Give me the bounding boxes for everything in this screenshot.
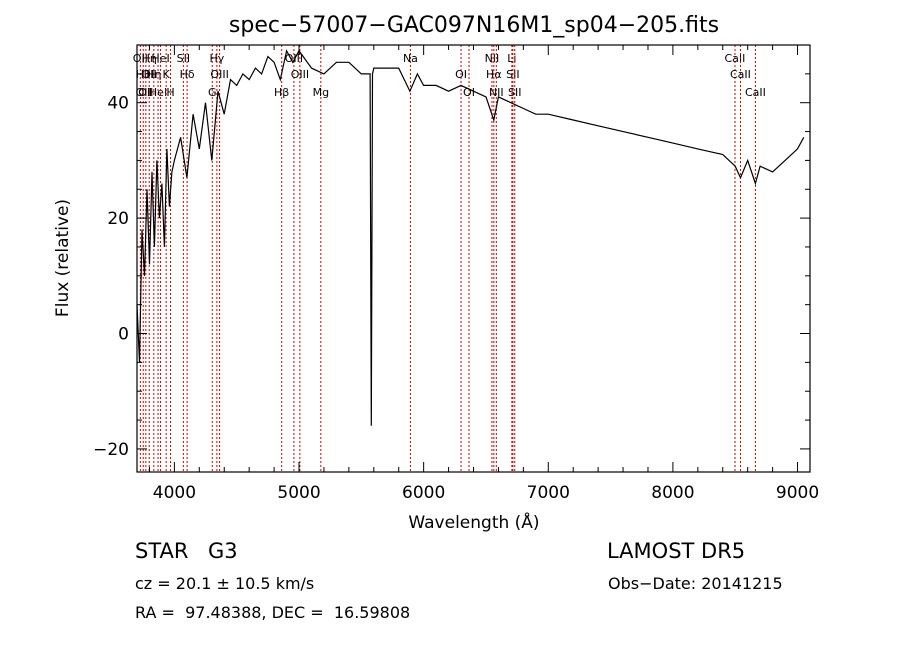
- spectral-line-label: OI: [455, 68, 467, 81]
- spectral-line-label: CaII: [725, 52, 746, 65]
- spectral-line-label: SII: [177, 52, 190, 65]
- obs-date-label: Obs−Date: 20141215: [608, 574, 783, 593]
- spectral-line-label: SII: [506, 68, 519, 81]
- spectral-line-label: Hβ: [274, 86, 289, 99]
- axes-layer: 4000 5000 6000 7000 8000 9000 −20 0 20 40: [93, 45, 819, 503]
- spectral-line-label: Li: [507, 52, 516, 65]
- spectral-line-label: Hη: [142, 52, 157, 65]
- spectral-line-label: Hα: [486, 68, 502, 81]
- chart-title: spec−57007−GAC097N16M1_sp04−205.fits: [229, 13, 719, 38]
- plot-frame: [136, 44, 811, 473]
- spectral-line-label: NII: [489, 86, 504, 99]
- spectral-line-label: HeI: [149, 86, 167, 99]
- spectral-line-label: SII: [508, 86, 521, 99]
- survey-label: LAMOST DR5: [607, 539, 746, 563]
- spectral-line-label: CaII: [730, 68, 751, 81]
- series-layer: [136, 49, 805, 426]
- y-tick-label: −20: [93, 440, 129, 460]
- x-tick-label: 9000: [776, 483, 819, 503]
- spectral-line-label: Hγ: [209, 52, 224, 65]
- x-tick-label: 4000: [153, 483, 196, 503]
- object-subclass: G3: [208, 539, 238, 563]
- y-axis-label: Flux (relative): [53, 199, 73, 317]
- y-tick-label: 20: [107, 209, 129, 229]
- spectral-line-label: H: [166, 86, 174, 99]
- spectrum-series-line: [136, 49, 805, 426]
- spectral-line-label: OII: [136, 86, 151, 99]
- spectral-line-label: NII: [485, 52, 500, 65]
- spectral-line-label: OI: [463, 86, 475, 99]
- coordinates-label: RA = 97.48388, DEC = 16.59808: [135, 603, 411, 622]
- spectral-line-label: OIII: [210, 68, 228, 81]
- spectral-line-label: Na: [403, 52, 418, 65]
- spectral-line-label: OII: [142, 68, 157, 81]
- y-tick-label: 0: [118, 325, 129, 345]
- spectral-lines-layer: OIIHθOIIOIIHηOIIHηHeIHeIKHSIIHδGHγOIIIHβ…: [133, 45, 766, 472]
- spectral-line-label: G: [208, 86, 217, 99]
- spectral-line-label: HeI: [151, 52, 169, 65]
- x-axis-label: Wavelength (Å): [408, 511, 539, 533]
- spectral-line-label: Hη: [146, 68, 161, 81]
- spectral-line-label: CaII: [745, 86, 766, 99]
- y-tick-label: 40: [107, 94, 129, 114]
- spectral-line-label: Hδ: [180, 68, 195, 81]
- x-tick-label: 6000: [402, 483, 445, 503]
- x-tick-label: 5000: [277, 483, 320, 503]
- spectral-line-label: Hθ: [136, 68, 151, 81]
- x-tick-label: 8000: [651, 483, 694, 503]
- spectral-line-label: Mg: [313, 86, 329, 99]
- object-class: STAR: [135, 539, 189, 563]
- x-tick-label: 7000: [527, 483, 570, 503]
- spectral-line-label: OIII: [291, 68, 309, 81]
- redshift-label: cz = 20.1 ± 10.5 km/s: [135, 574, 315, 593]
- spectral-line-label: K: [163, 68, 171, 81]
